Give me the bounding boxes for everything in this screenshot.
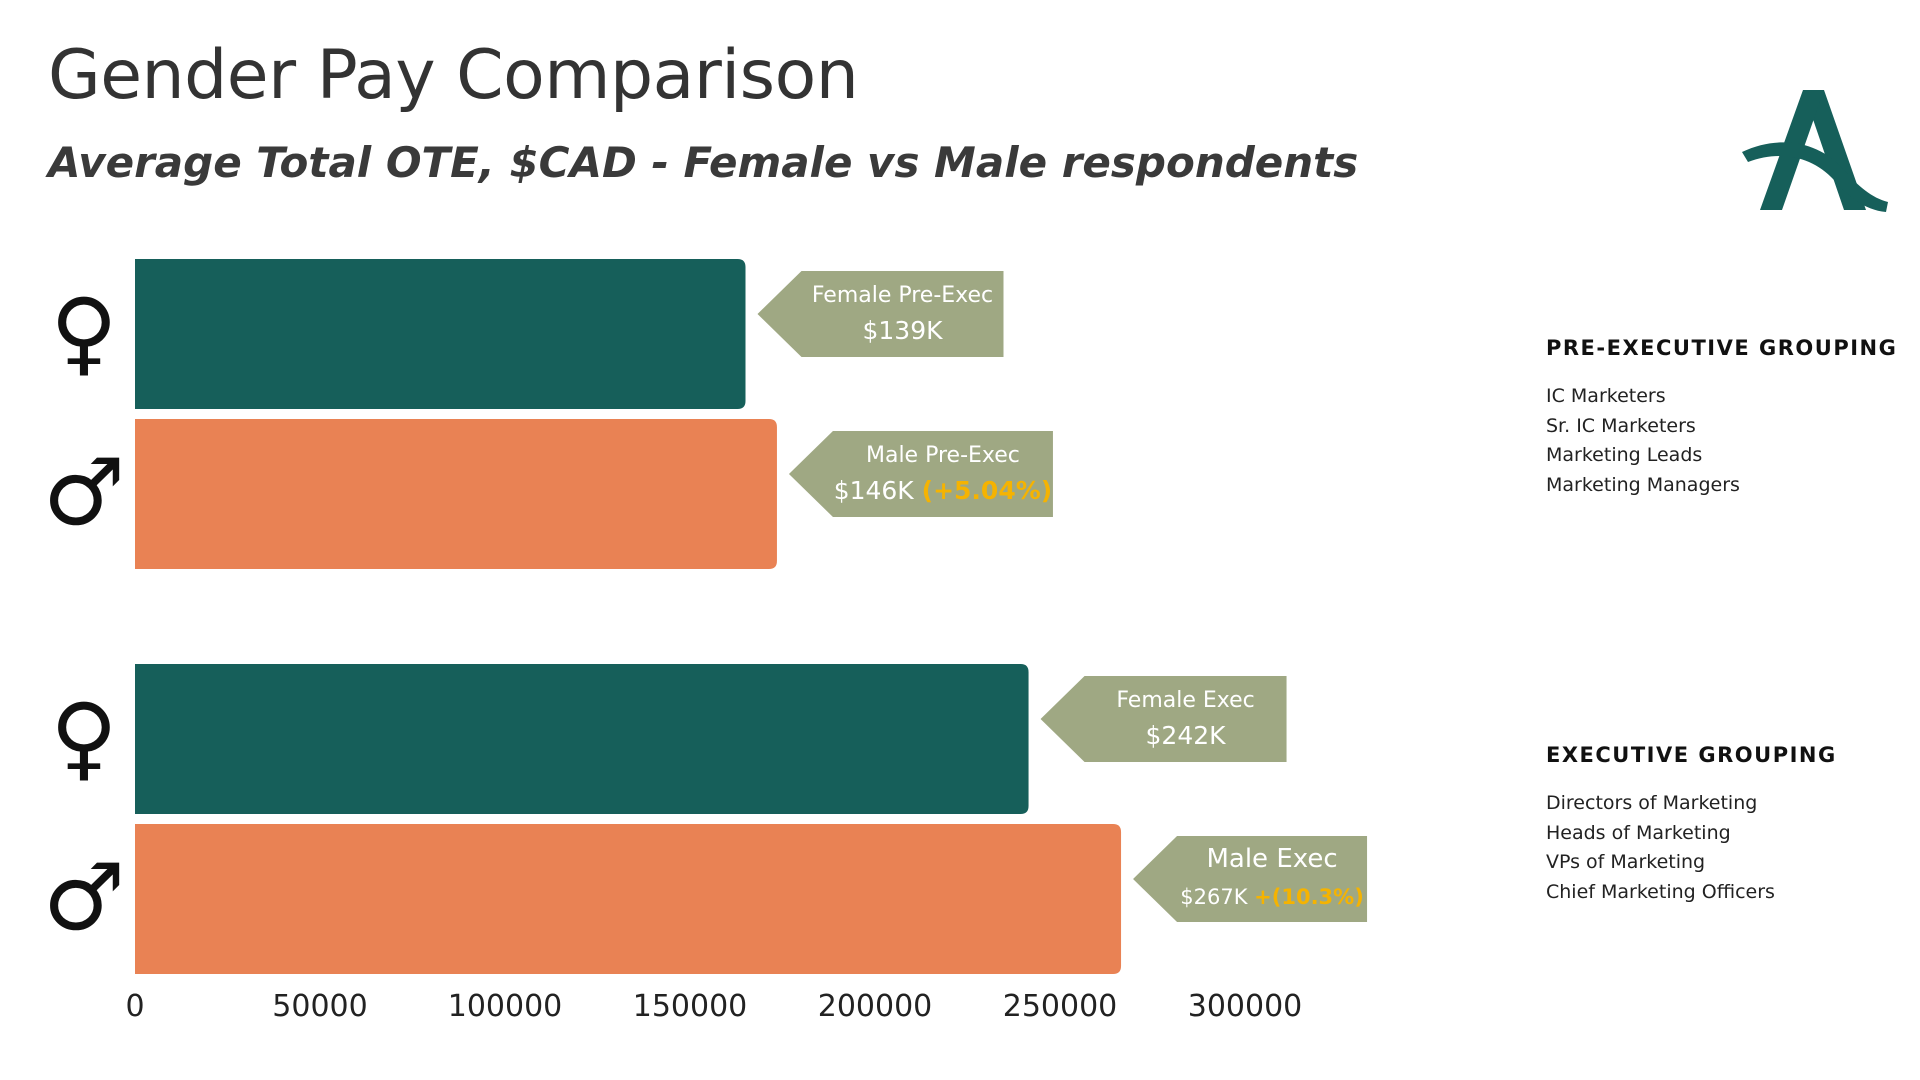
bar-male [135, 824, 1122, 974]
list-item: VPs of Marketing [1546, 851, 1706, 873]
executive-heading: EXECUTIVE GROUPING [1546, 743, 1837, 767]
callout-amount: $146K [834, 476, 922, 505]
callout-tag [788, 431, 1053, 517]
callout-tag [1040, 676, 1287, 762]
list-item: Sr. IC Marketers [1546, 414, 1696, 437]
callout-value: $146K (+5.04%) [834, 476, 1052, 505]
x-tick-label: 200000 [818, 989, 933, 1024]
callout-delta: +(10.3%) [1254, 885, 1364, 909]
callout-label: Female Pre-Exec [812, 283, 993, 308]
list-item: Directors of Marketing [1546, 792, 1758, 814]
list-item: Marketing Leads [1546, 444, 1703, 466]
bar-female [135, 664, 1029, 814]
brand-logo-icon [1742, 90, 1888, 212]
male-symbol-icon: ♂ [43, 844, 125, 951]
x-tick-label: 250000 [1003, 989, 1118, 1024]
callout-tag [1133, 836, 1368, 922]
list-item: IC Marketers [1546, 385, 1666, 407]
x-tick-label: 100000 [448, 989, 563, 1024]
callout-tag [757, 271, 1004, 357]
male-symbol-icon: ♂ [43, 439, 125, 546]
page-title: Gender Pay Comparison [48, 36, 859, 115]
callout-amount: $242K [1146, 721, 1227, 750]
callout-amount: $267K [1180, 885, 1254, 909]
executive-list: Directors of Marketing Heads of Marketin… [1546, 789, 1837, 907]
list-item: Heads of Marketing [1546, 821, 1731, 844]
x-tick-label: 50000 [272, 989, 367, 1024]
callout-label: Male Pre-Exec [866, 443, 1020, 468]
x-tick-label: 300000 [1188, 989, 1303, 1024]
pay-comparison-chart: ♀ Female Pre-Exec $139K ♂ Male Pre-Exec $146K… [43, 259, 1368, 1024]
callout-label: Female Exec [1116, 688, 1254, 713]
bar-female [135, 259, 746, 409]
female-symbol-icon: ♀ [50, 279, 117, 386]
callout-value: $139K [862, 316, 943, 345]
callout-amount: $139K [862, 316, 943, 345]
bar-male [135, 419, 777, 569]
x-tick-label: 150000 [633, 989, 748, 1024]
callout-value: $242K [1146, 721, 1227, 750]
pre-executive-heading: PRE-EXECUTIVE GROUPING [1546, 336, 1898, 360]
x-tick-label: 0 [125, 989, 144, 1024]
callout-value: $267K +(10.3%) [1180, 885, 1364, 909]
callout-delta: (+5.04%) [922, 476, 1053, 505]
list-item: Chief Marketing Officers [1546, 880, 1775, 903]
pre-executive-grouping: PRE-EXECUTIVE GROUPING IC Marketers Sr. … [1546, 336, 1897, 500]
female-symbol-icon: ♀ [50, 684, 117, 791]
page-subtitle: Average Total OTE, $CAD - Female vs Male… [48, 138, 1359, 187]
callout-label: Male Exec [1206, 844, 1337, 874]
executive-grouping: EXECUTIVE GROUPING Directors of Marketin… [1546, 743, 1837, 907]
pre-executive-list: IC Marketers Sr. IC Marketers Marketing … [1546, 382, 1897, 500]
list-item: Marketing Managers [1546, 473, 1740, 496]
